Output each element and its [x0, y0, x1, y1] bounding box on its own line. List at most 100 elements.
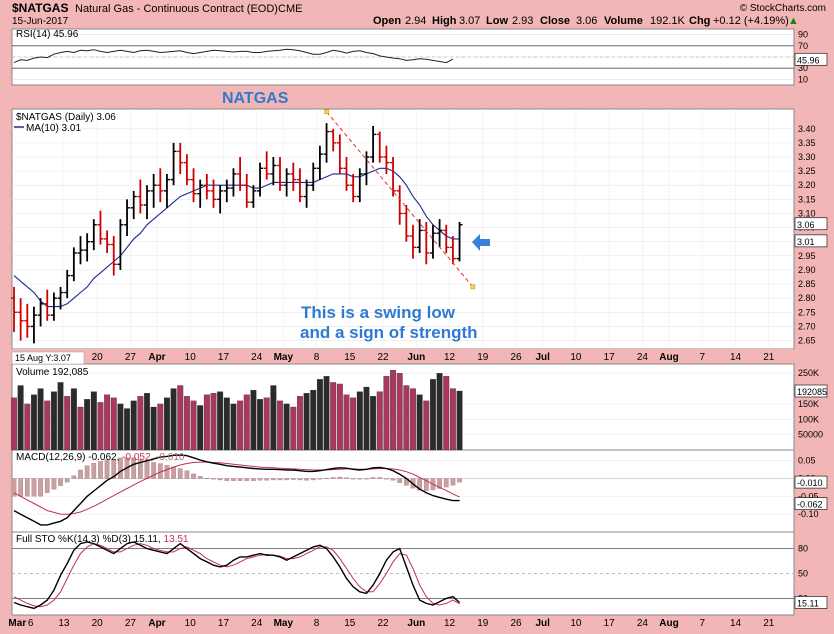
x-axis-bottom-label: 17	[218, 618, 230, 629]
price-tick-label: 3.20	[798, 180, 816, 190]
header-chg: +0.12 (+4.19%)	[713, 15, 789, 27]
price-tick-label: 3.30	[798, 152, 816, 162]
macd-hist-bar	[64, 478, 70, 483]
ohlc-bar	[316, 145, 323, 180]
header-low: 2.93	[512, 15, 533, 27]
header-open-label: Open	[373, 15, 401, 27]
volume-bar	[423, 400, 430, 451]
macd-hist-bar	[224, 478, 230, 481]
price-tick-label: 2.65	[798, 336, 816, 346]
macd-hist-bar	[384, 478, 389, 480]
volume-bar	[356, 391, 363, 451]
header-close: 3.06	[576, 15, 597, 27]
ohlc-bar	[323, 123, 330, 163]
swing-low-annotation-line2: and a sign of strength	[300, 323, 478, 342]
macd-hist-bar	[118, 457, 123, 479]
header-watermark: © StockCharts.com	[740, 3, 826, 14]
ohlc-bar	[296, 168, 303, 203]
x-axis-bottom-label: 20	[92, 618, 104, 629]
x-axis-top-label: 26	[511, 352, 523, 363]
ohlc-bar	[144, 185, 150, 220]
macd-tick-label: -0.05	[798, 491, 819, 501]
macd-hist-bar	[98, 461, 103, 479]
x-axis-bottom-label: Mar	[8, 618, 26, 629]
ohlc-bar	[170, 142, 177, 186]
volume-bar	[343, 394, 350, 451]
ohlc-bar	[190, 168, 197, 203]
volume-bar	[350, 397, 357, 451]
macd-hist-bar	[197, 476, 203, 479]
x-axis-bottom-label: 8	[314, 618, 320, 629]
ohlc-bar	[390, 157, 397, 197]
x-axis-bottom-label: 26	[511, 618, 523, 629]
x-axis-top-label: 20	[92, 352, 104, 363]
volume-chart: 250K 150K 100K 50000 192085 Volume 192,085	[11, 367, 828, 451]
trendline-anchor-end	[470, 284, 476, 290]
macd-hist-bar	[237, 478, 243, 481]
ohlc-bar	[443, 224, 450, 253]
rsi-value-label: 45.96	[797, 55, 820, 65]
rsi-tick-30: 30	[798, 63, 808, 73]
macd-hist-bar	[324, 478, 329, 479]
volume-bar	[197, 405, 204, 451]
macd-hist-bar	[191, 473, 196, 479]
volume-bar	[257, 399, 263, 451]
volume-bar	[376, 391, 383, 451]
volume-bar	[144, 393, 150, 451]
macd-hist-bar	[44, 478, 50, 493]
volume-bar	[84, 399, 91, 451]
macd-hist-bar	[164, 465, 170, 479]
macd-line	[13, 454, 460, 526]
ohlc-bar	[449, 236, 456, 265]
price-last-close-frame	[794, 217, 828, 231]
ohlc-bar	[243, 173, 250, 208]
volume-bar	[403, 385, 410, 451]
ohlc-bar	[17, 298, 24, 341]
price-tick-label: 3.40	[798, 124, 816, 134]
volume-bar	[110, 397, 117, 451]
sto-title: Full STO %K(14,3) %D(3) 15.11, 13.51	[16, 534, 189, 545]
volume-bar	[90, 391, 97, 451]
macd-hist-bar	[457, 478, 462, 483]
macd-hist-bar	[244, 478, 250, 481]
x-axis-bottom-label: 13	[58, 618, 70, 629]
price-tick-label: 3.25	[798, 166, 816, 176]
ohlc-bar	[230, 168, 237, 197]
ohlc-bar	[370, 125, 377, 163]
rsi-tick-70: 70	[798, 41, 808, 51]
macd-hist-bar	[91, 463, 97, 479]
volume-bar	[104, 394, 111, 451]
volume-bar	[296, 396, 303, 451]
volume-bar	[124, 408, 130, 451]
volume-bar	[396, 373, 403, 451]
ohlc-bar	[217, 185, 224, 214]
price-tick-label: 2.95	[798, 251, 816, 261]
volume-bar	[117, 403, 124, 451]
volume-bar	[243, 394, 250, 451]
macd-hist-bar	[390, 478, 396, 481]
header-close-label: Close	[540, 15, 570, 27]
volume-bar	[443, 376, 450, 451]
volume-bar	[77, 406, 84, 451]
rsi-tick-90: 90	[798, 30, 808, 40]
header-date: 15-Jun-2017	[12, 16, 69, 27]
x-axis-top-label: 17	[604, 352, 616, 363]
volume-bar	[11, 397, 17, 451]
price-tick-label: 2.80	[798, 293, 816, 303]
price-panel	[11, 108, 795, 350]
ohlc-bar	[436, 219, 443, 248]
volume-bar	[323, 376, 330, 451]
x-axis-bottom-label: Apr	[148, 618, 165, 629]
x-axis-top-label: 7	[699, 352, 705, 363]
trendline-anchor-start	[324, 109, 329, 115]
header-symbol: $NATGAS	[12, 1, 68, 15]
ohlc-bar	[250, 185, 257, 208]
macd-hist-bar	[137, 459, 143, 479]
swing-low-annotation-line1: This is a swing low	[301, 303, 456, 322]
chg-up-arrow-icon: ▲	[788, 15, 799, 27]
ma10-line	[13, 167, 460, 308]
macd-hist-bar	[111, 459, 117, 479]
